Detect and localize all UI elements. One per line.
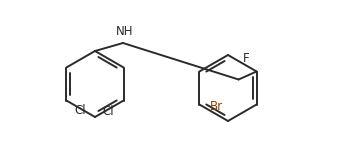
Text: Br: Br	[209, 100, 222, 113]
Text: Cl: Cl	[102, 105, 114, 117]
Text: NH: NH	[116, 25, 134, 38]
Text: F: F	[243, 51, 250, 64]
Text: Cl: Cl	[74, 105, 86, 117]
